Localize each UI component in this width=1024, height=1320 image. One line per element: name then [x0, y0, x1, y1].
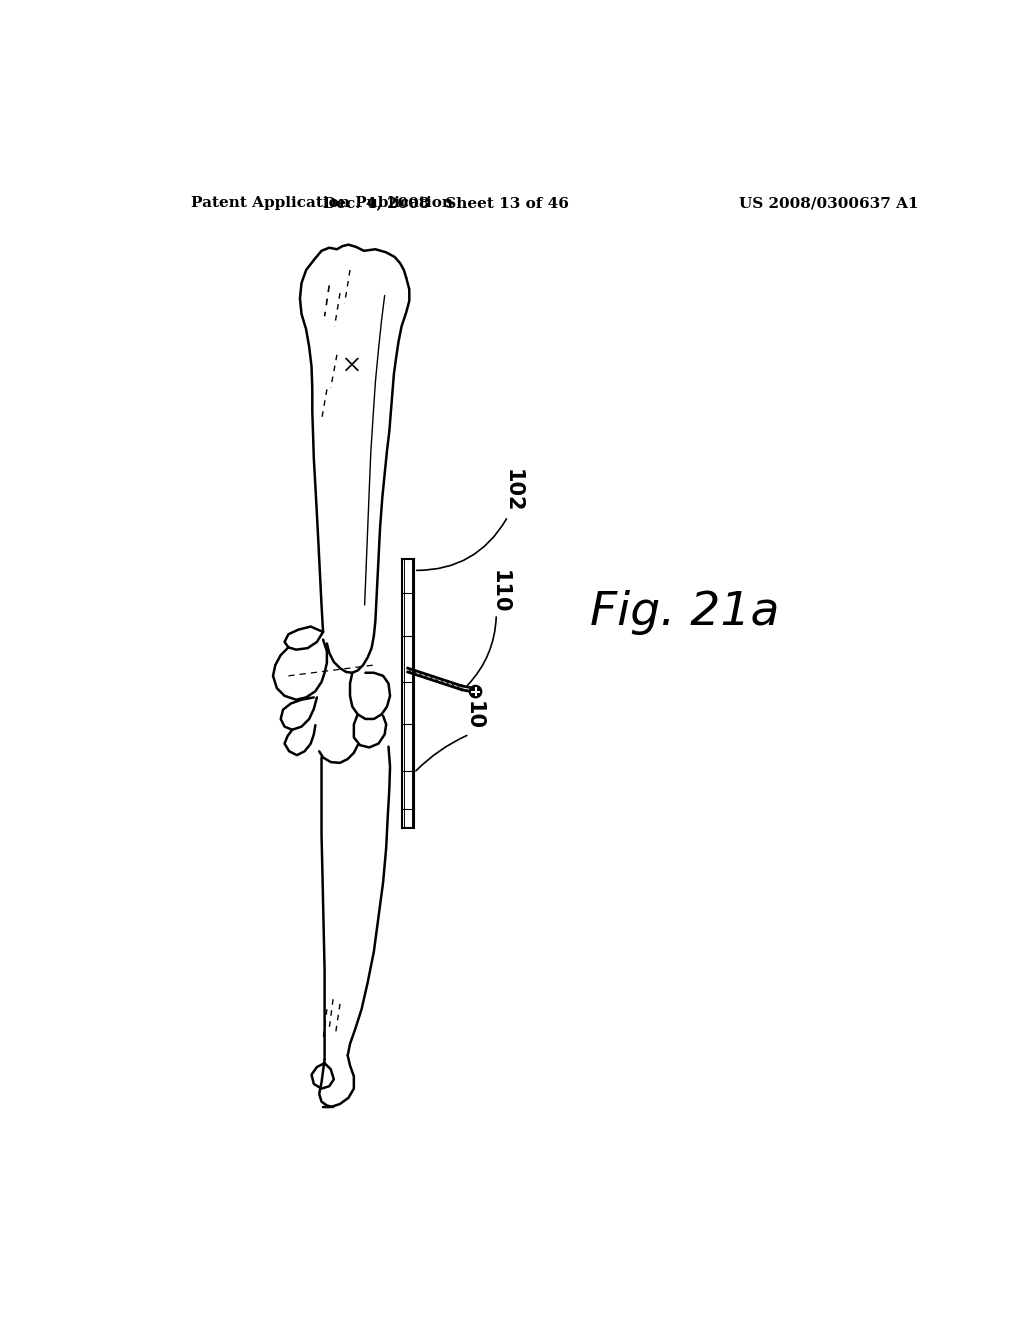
Text: Dec. 4, 2008   Sheet 13 of 46: Dec. 4, 2008 Sheet 13 of 46: [324, 197, 569, 210]
Text: 110: 110: [490, 570, 510, 614]
Text: 10: 10: [463, 701, 483, 730]
Circle shape: [469, 685, 481, 698]
Text: US 2008/0300637 A1: US 2008/0300637 A1: [739, 197, 919, 210]
Text: Patent Application Publication: Patent Application Publication: [190, 197, 453, 210]
Text: Fig. 21a: Fig. 21a: [590, 590, 779, 635]
Text: 102: 102: [503, 470, 522, 512]
Bar: [401, 558, 414, 829]
Bar: [401, 558, 414, 829]
